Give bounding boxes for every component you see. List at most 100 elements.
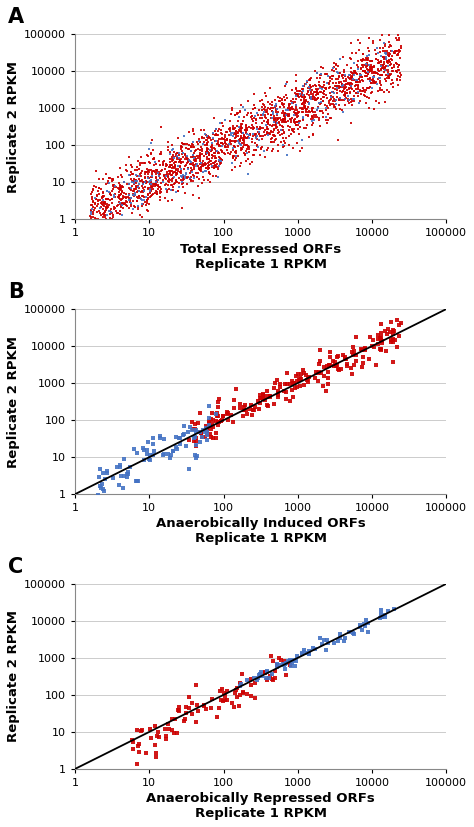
Point xyxy=(169,184,177,197)
Point xyxy=(368,67,375,80)
Point xyxy=(328,69,336,83)
Point xyxy=(267,101,274,114)
Point xyxy=(301,90,309,103)
Point xyxy=(354,62,362,75)
Point xyxy=(140,184,147,197)
Point xyxy=(365,81,373,94)
Point xyxy=(88,203,96,216)
Point xyxy=(187,158,195,171)
Point xyxy=(322,81,329,94)
Point xyxy=(212,160,219,174)
Point xyxy=(377,55,384,69)
Point xyxy=(173,442,181,456)
Point xyxy=(171,712,178,725)
Point xyxy=(356,96,363,109)
Point xyxy=(138,179,146,193)
Point xyxy=(126,177,133,190)
Point xyxy=(367,59,375,72)
Point xyxy=(180,428,188,441)
Point xyxy=(91,211,99,224)
Point xyxy=(178,169,185,182)
Point xyxy=(106,213,114,227)
Point xyxy=(382,50,390,64)
Point xyxy=(181,714,188,727)
Point xyxy=(391,46,398,60)
Point xyxy=(299,97,306,110)
Point xyxy=(186,462,193,476)
Point xyxy=(214,129,222,142)
Point xyxy=(371,103,378,116)
Point xyxy=(322,111,330,124)
Point xyxy=(242,131,250,145)
Point xyxy=(184,142,191,155)
Point xyxy=(228,696,236,710)
Point xyxy=(298,646,305,659)
Point xyxy=(383,327,391,341)
Point xyxy=(195,150,202,163)
Point xyxy=(149,179,157,193)
Point xyxy=(256,122,264,136)
Point xyxy=(371,77,379,90)
Point xyxy=(338,80,346,93)
Point xyxy=(100,189,107,203)
Point xyxy=(378,59,385,72)
Point xyxy=(221,141,228,154)
Point xyxy=(270,118,277,131)
Point xyxy=(253,112,260,126)
Point xyxy=(178,201,186,214)
Point xyxy=(278,115,285,128)
Point xyxy=(270,382,278,395)
Point xyxy=(356,75,364,88)
Point xyxy=(116,459,124,472)
Point xyxy=(129,184,137,198)
Point xyxy=(168,143,176,156)
Point xyxy=(363,91,371,104)
Point xyxy=(377,33,384,46)
Point xyxy=(222,148,229,161)
Point xyxy=(296,145,303,158)
Point xyxy=(359,70,366,84)
Point xyxy=(340,88,347,102)
Point xyxy=(160,433,168,446)
Point xyxy=(196,144,203,157)
Point xyxy=(323,76,330,89)
Point xyxy=(217,127,225,140)
Point xyxy=(271,130,279,143)
Point xyxy=(268,667,275,681)
Point xyxy=(384,65,392,79)
Point xyxy=(339,69,347,82)
Point xyxy=(175,146,182,160)
Point xyxy=(157,121,164,134)
Point xyxy=(280,125,288,138)
Point xyxy=(163,167,171,180)
Point xyxy=(135,172,143,185)
Point xyxy=(361,342,369,355)
Point xyxy=(382,48,389,61)
Point xyxy=(237,131,245,145)
Point xyxy=(113,199,120,213)
Point xyxy=(115,191,123,204)
Point xyxy=(334,133,341,146)
Point xyxy=(110,179,118,192)
Point xyxy=(231,131,238,144)
Point xyxy=(126,218,134,232)
Point xyxy=(134,180,142,194)
Point xyxy=(312,366,319,379)
Point xyxy=(396,74,404,87)
Point xyxy=(216,117,224,130)
Point xyxy=(284,103,292,116)
Point xyxy=(365,63,372,76)
Point xyxy=(132,175,139,189)
Point xyxy=(177,155,184,168)
Point xyxy=(320,79,328,92)
Point xyxy=(302,94,310,108)
Point xyxy=(135,745,143,758)
Point xyxy=(395,318,403,332)
Point xyxy=(223,133,231,146)
Point xyxy=(329,90,337,103)
Point xyxy=(306,81,314,94)
Point xyxy=(295,127,303,141)
Point xyxy=(184,161,192,174)
Point xyxy=(247,690,255,703)
Point xyxy=(277,653,284,667)
